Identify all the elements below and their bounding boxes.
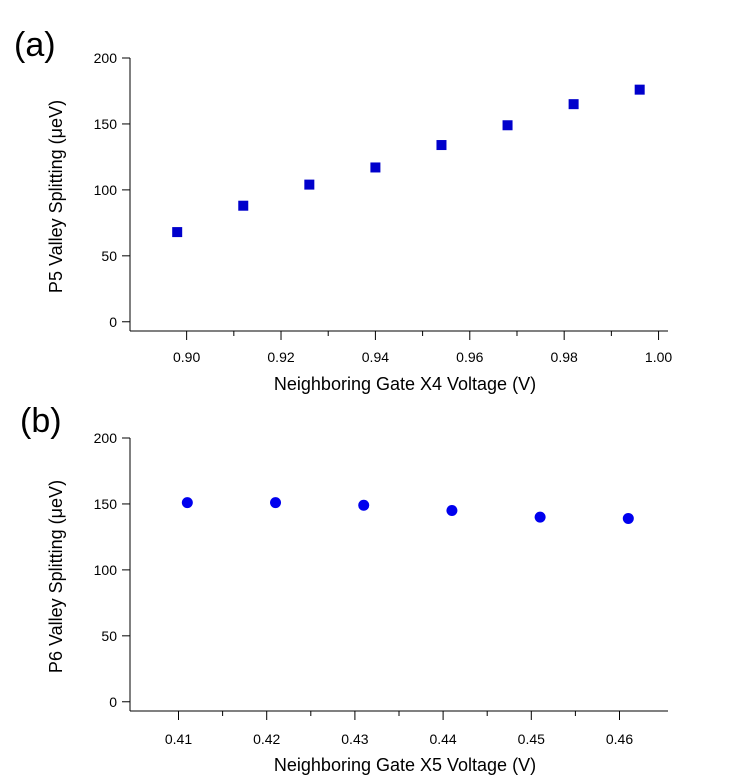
y-tick-label: 200	[94, 430, 118, 446]
x-tick-label: 0.90	[173, 349, 200, 365]
data-point-square	[304, 179, 315, 190]
x-tick-label: 0.96	[456, 349, 483, 365]
panel-letter: (b)	[20, 402, 62, 440]
data-point-square	[502, 120, 513, 131]
data-point-square	[436, 140, 447, 151]
data-point-square	[238, 200, 249, 211]
data-point-circle	[622, 512, 634, 524]
x-tick-label: 0.98	[551, 349, 578, 365]
data-point-circle	[534, 511, 546, 523]
data-point-circle	[181, 497, 193, 509]
data-point-square	[634, 84, 645, 95]
y-tick-label: 100	[94, 562, 118, 578]
y-tick-label: 150	[94, 116, 118, 132]
y-tick-label: 100	[94, 182, 118, 198]
data-point-square	[568, 99, 579, 110]
panel-b: (b) 0 50 100 150 200 0.41 0.42 0.43 0.44 0.45 0.46 N…	[20, 402, 668, 775]
y-axis-label: P5 Valley Splitting (μeV)	[46, 100, 66, 293]
data-point-circle	[358, 499, 370, 511]
x-axis-label: Neighboring Gate X5 Voltage (V)	[274, 755, 536, 775]
x-tick-label: 1.00	[645, 349, 672, 365]
data-point-square	[370, 162, 381, 173]
x-tick-label: 0.43	[341, 731, 368, 747]
y-tick-label: 0	[109, 694, 117, 710]
data-point-circle	[446, 505, 458, 517]
x-tick-label: 0.45	[518, 731, 545, 747]
x-tick-label: 0.42	[253, 731, 280, 747]
y-tick-label: 150	[94, 496, 118, 512]
panel-a: (a) 0 50 100 150 200 0.90 0.92 0.94 0.96 0.98 1.00 N…	[14, 26, 672, 394]
x-tick-label: 0.41	[165, 731, 192, 747]
x-axis-label: Neighboring Gate X4 Voltage (V)	[274, 374, 536, 394]
x-tick-label: 0.44	[429, 731, 456, 747]
y-tick-label: 50	[101, 628, 117, 644]
y-tick-label: 50	[101, 248, 117, 264]
data-point-square	[172, 227, 183, 238]
data-point-circle	[270, 497, 282, 509]
x-tick-label: 0.46	[606, 731, 633, 747]
x-tick-label: 0.92	[267, 349, 294, 365]
y-tick-label: 0	[109, 314, 117, 330]
y-axis-label: P6 Valley Splitting (μeV)	[46, 480, 66, 673]
panel-letter: (a)	[14, 26, 56, 64]
x-tick-label: 0.94	[362, 349, 389, 365]
y-tick-label: 200	[94, 50, 118, 66]
